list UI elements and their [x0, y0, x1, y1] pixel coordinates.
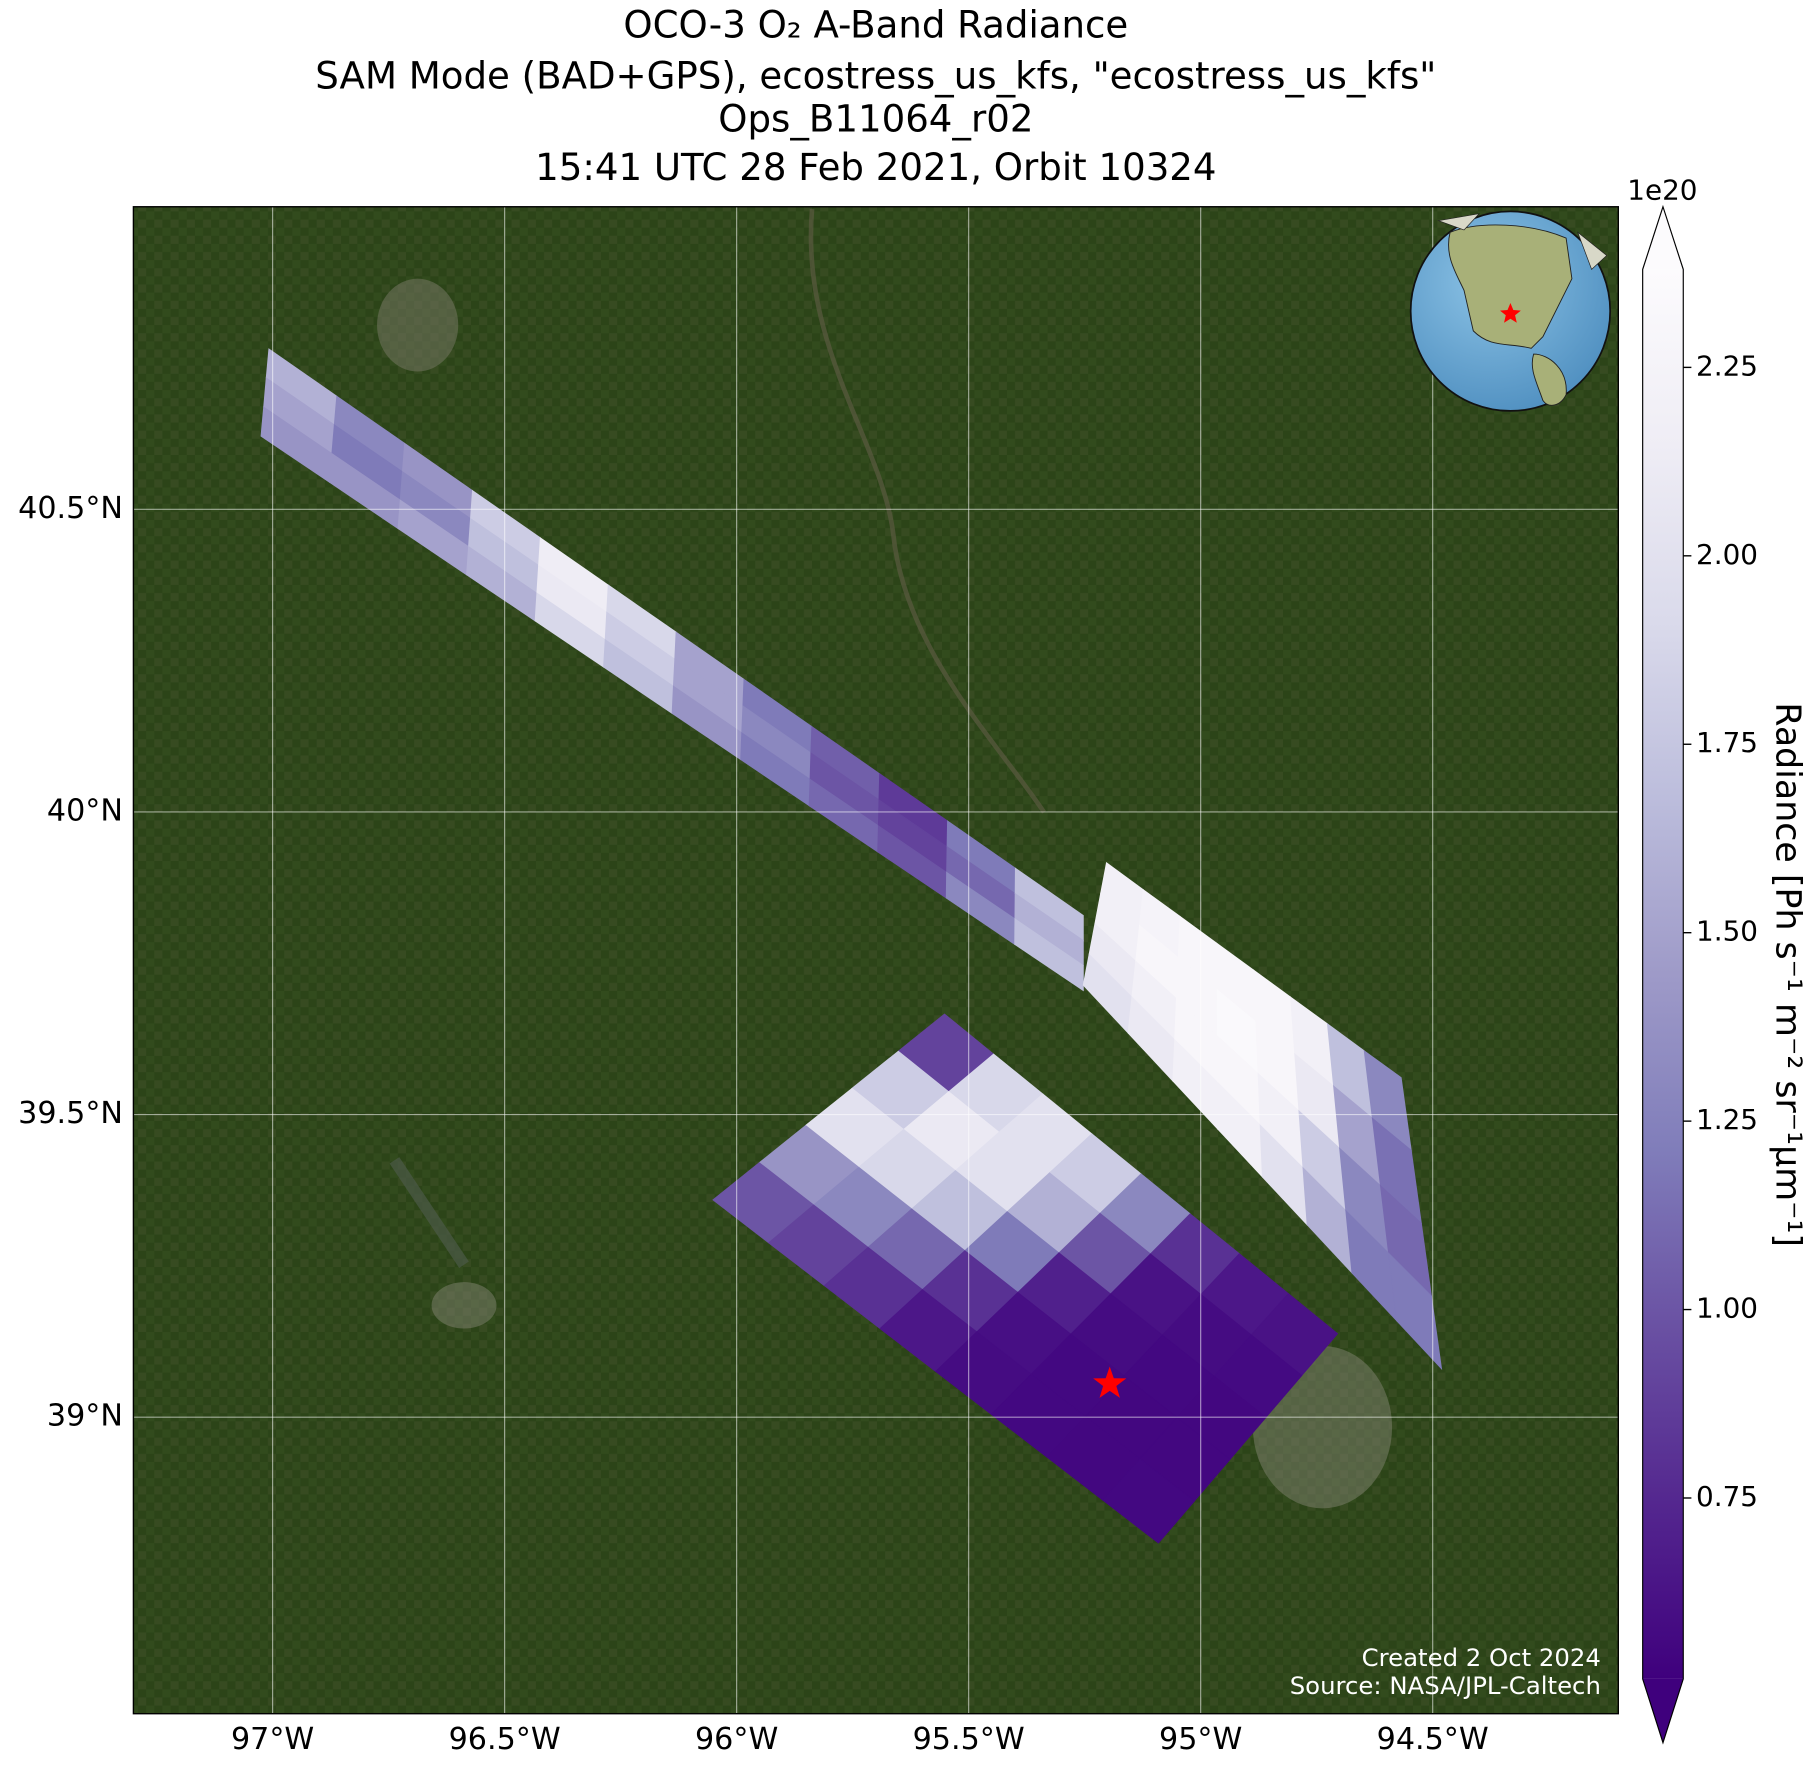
colorbar-extend-min [1642, 1678, 1684, 1743]
sounding-cell [1102, 1458, 1195, 1544]
credit: Source: NASA/JPL-Caltech [1290, 1671, 1601, 1700]
title-line: SAM Mode (BAD+GPS), ecostress_us_kfs, "e… [315, 54, 1436, 97]
city [377, 278, 459, 372]
colorbar-tick-label: 1.50 [1696, 915, 1758, 948]
target-star [1093, 1366, 1127, 1398]
y-tick-label: 40.5°N [18, 491, 123, 526]
title-line: Ops_B11064_r02 [718, 97, 1033, 140]
colorbar-tick-label: 1.25 [1696, 1103, 1758, 1136]
colorbar-fill [1642, 269, 1684, 1679]
colorbar-label: Radiance [Ph s⁻¹ m⁻² sr⁻¹μm⁻¹] [1768, 702, 1808, 1247]
city [431, 1282, 497, 1329]
colorbar-tick-label: 1.75 [1696, 726, 1758, 759]
title-line: OCO-3 O₂ A-Band Radiance [623, 3, 1128, 46]
x-tick-label: 96°W [695, 1722, 778, 1757]
map-frame [132, 206, 1620, 1715]
continent [1531, 353, 1567, 406]
inset-star [1499, 303, 1521, 323]
credit: Created 2 Oct 2024 [1362, 1643, 1601, 1672]
colorbar-tick-label: 0.75 [1696, 1480, 1758, 1513]
title-line: 15:41 UTC 28 Feb 2021, Orbit 10324 [535, 146, 1216, 189]
offset-label: 1e20 [1627, 174, 1697, 207]
x-tick-label: 96.5°W [449, 1722, 561, 1757]
inset-globe [1409, 210, 1612, 412]
gridlines [133, 206, 1619, 1714]
y-tick-label: 39°N [47, 1399, 123, 1434]
x-tick-label: 95°W [1159, 1722, 1242, 1757]
x-tick-label: 94.5°W [1377, 1722, 1489, 1757]
colorbar: 0.75 1.00 1.25 1.50 1.75 2.00 2.25 [1642, 204, 1758, 1745]
y-tick-label: 40°N [47, 793, 123, 828]
colorbar-tick-label: 2.00 [1696, 538, 1758, 571]
colorbar-tick-label: 2.25 [1696, 349, 1758, 382]
river [808, 208, 1046, 814]
colorbar-outline [1642, 204, 1684, 1745]
y-tick-label: 39.5°N [18, 1096, 123, 1131]
titles: OCO-3 O₂ A-Band Radiance SAM Mode (BAD+G… [315, 3, 1436, 189]
lake [389, 1157, 469, 1268]
continent [1437, 213, 1608, 271]
continent [1448, 224, 1573, 349]
colorbar-extend-max [1642, 206, 1684, 270]
soundings [260, 348, 1443, 1544]
x-tick-label: 97°W [231, 1722, 314, 1757]
sounding-cell [1387, 1251, 1443, 1371]
x-tick-label: 95.5°W [913, 1722, 1025, 1757]
target-layer [1093, 1366, 1127, 1398]
sounding-cell [1014, 918, 1084, 992]
colorbar-tick-label: 1.00 [1696, 1292, 1758, 1325]
